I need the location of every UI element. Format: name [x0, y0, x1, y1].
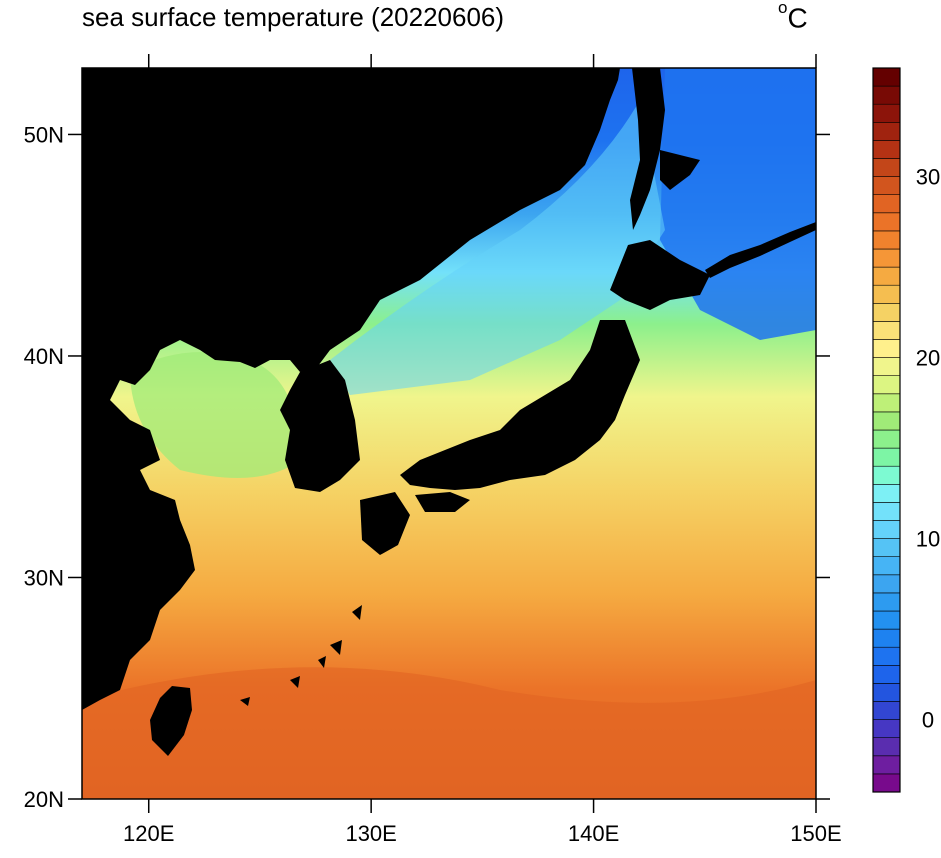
kuril-islands [705, 222, 816, 278]
colorbar-swatch [872, 194, 901, 214]
latitude-axis: 20N 30N 40N 50N [24, 122, 830, 812]
colorbar-tick-label: 20 [916, 346, 940, 371]
y-tick-label: 40N [24, 344, 64, 369]
colorbar-swatch [872, 122, 901, 141]
celsius-symbol: C [787, 2, 808, 34]
colorbar-swatch [872, 701, 901, 720]
colorbar-swatch [872, 556, 901, 576]
colorbar-swatch [872, 158, 901, 177]
colorbar-swatch [872, 628, 901, 648]
map-frame [81, 67, 817, 800]
units-label: oC [778, 0, 808, 34]
x-tick-label: 140E [568, 821, 619, 846]
x-tick-label: 120E [123, 821, 174, 846]
colorbar-swatch [872, 212, 901, 232]
colorbar-swatch [872, 67, 901, 87]
colorbar-frame [872, 67, 901, 793]
colorbar-swatch [872, 737, 901, 757]
colorbar-swatch [872, 411, 901, 431]
okhotsk-coast [660, 150, 700, 190]
colorbar-swatch [872, 248, 901, 268]
asian-continent [82, 68, 620, 710]
map-title: sea surface temperature (20220606) [82, 2, 505, 32]
x-tick-label: 150E [790, 821, 841, 846]
shikoku [415, 492, 470, 512]
colorbar-swatch [872, 429, 901, 449]
colorbar-swatch [872, 465, 901, 485]
colorbar-swatch [872, 140, 901, 159]
colorbar-swatch [872, 375, 901, 395]
colorbar-swatch [872, 483, 901, 503]
colorbar-swatch [872, 610, 901, 630]
colorbar-swatch [872, 755, 901, 775]
colorbar-swatch [872, 103, 901, 123]
land-mask [82, 68, 816, 756]
colorbar-swatch [872, 302, 901, 322]
cool-water-band [330, 100, 665, 395]
colorbar-swatch [872, 85, 901, 105]
colorbar-swatch [872, 773, 901, 793]
colorbar-swatch [872, 230, 901, 250]
colorbar-swatch [872, 502, 901, 521]
sakhalin [630, 68, 665, 230]
x-tick-label: 130E [345, 821, 396, 846]
colorbar-swatch [872, 284, 901, 304]
colorbar-swatch [872, 393, 901, 413]
colorbar-swatch [872, 357, 901, 377]
yellow-sea-water [130, 352, 300, 478]
colorbar-swatch [872, 538, 901, 557]
y-tick-label: 20N [24, 787, 64, 812]
degree-symbol: o [778, 0, 788, 17]
sst-map [81, 67, 817, 800]
colorbar-swatch [872, 719, 901, 738]
warm-water-band [82, 667, 816, 799]
colorbar-tick-label: 0 [922, 708, 934, 733]
colorbar-tick-label: 30 [916, 165, 940, 190]
honshu [400, 320, 640, 490]
colorbar-swatch [872, 574, 901, 594]
colorbar-swatch [872, 321, 901, 340]
colorbar-swatch [872, 176, 901, 196]
colorbar-swatch [872, 592, 901, 612]
taiwan [150, 686, 192, 756]
colorbar-tick-label: 10 [916, 527, 940, 552]
colorbar-swatch [872, 520, 901, 539]
kyushu [360, 492, 410, 555]
colorbar-swatch [872, 664, 901, 684]
y-tick-label: 30N [24, 565, 64, 590]
y-tick-label: 50N [24, 122, 64, 147]
longitude-axis: 120E 130E 140E 150E [123, 54, 842, 846]
colorbar-swatch [872, 683, 901, 702]
colorbar: 0 10 20 30 [872, 67, 940, 793]
colorbar-swatch [872, 339, 901, 358]
colorbar-swatch [872, 447, 901, 467]
hokkaido [610, 240, 710, 310]
colorbar-swatch [872, 646, 901, 666]
korean-peninsula [280, 360, 360, 492]
colorbar-swatch [872, 266, 901, 286]
